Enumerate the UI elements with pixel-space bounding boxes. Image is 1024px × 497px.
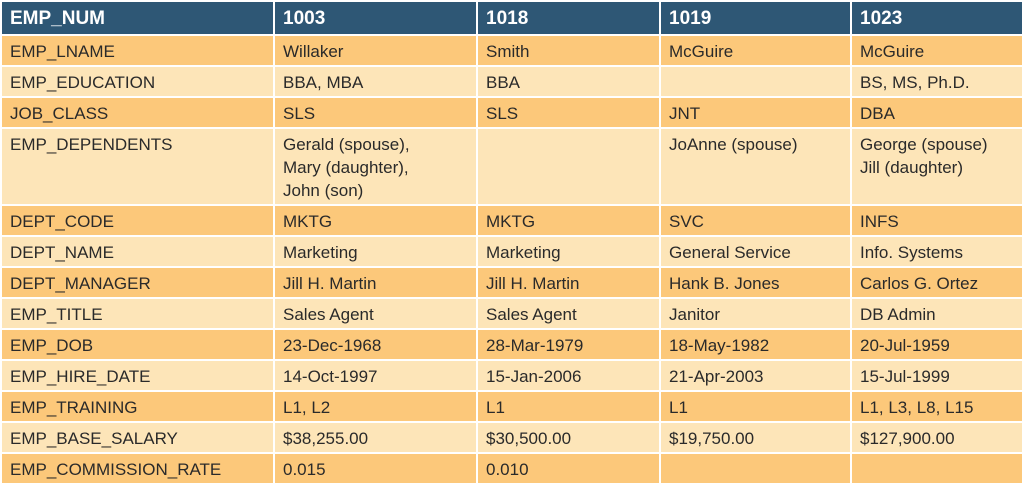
table-row: JOB_CLASS SLS SLS JNT DBA bbox=[0, 96, 1024, 129]
table-cell: 28-Mar-1979 bbox=[476, 328, 661, 361]
row-label: EMP_DEPENDENTS bbox=[0, 127, 275, 206]
row-label: DEPT_NAME bbox=[0, 235, 275, 268]
row-label: DEPT_CODE bbox=[0, 204, 275, 237]
table-cell: JNT bbox=[659, 96, 852, 129]
row-label: DEPT_MANAGER bbox=[0, 266, 275, 299]
table-cell: Janitor bbox=[659, 297, 852, 330]
header-cell-attribute: EMP_NUM bbox=[0, 0, 275, 36]
table-cell: Marketing bbox=[476, 235, 661, 268]
table-cell: Jill H. Martin bbox=[273, 266, 478, 299]
table-cell: Carlos G. Ortez bbox=[850, 266, 1024, 299]
table-row: EMP_DEPENDENTS Gerald (spouse), Mary (da… bbox=[0, 127, 1024, 206]
table-row: EMP_BASE_SALARY $38,255.00 $30,500.00 $1… bbox=[0, 421, 1024, 454]
table-cell bbox=[659, 65, 852, 98]
table-cell: MKTG bbox=[476, 204, 661, 237]
table-cell: Hank B. Jones bbox=[659, 266, 852, 299]
table-cell: 0.015 bbox=[273, 452, 478, 485]
table-cell: BBA bbox=[476, 65, 661, 98]
table-cell: Sales Agent bbox=[476, 297, 661, 330]
table-row: EMP_COMMISSION_RATE 0.015 0.010 bbox=[0, 452, 1024, 485]
table-header-row: EMP_NUM 1003 1018 1019 1023 bbox=[0, 0, 1024, 36]
table-cell: 0.010 bbox=[476, 452, 661, 485]
row-label: EMP_LNAME bbox=[0, 34, 275, 67]
table-cell: 23-Dec-1968 bbox=[273, 328, 478, 361]
table-cell: BS, MS, Ph.D. bbox=[850, 65, 1024, 98]
table-cell: $38,255.00 bbox=[273, 421, 478, 454]
table-cell: 21-Apr-2003 bbox=[659, 359, 852, 392]
table-cell: L1 bbox=[659, 390, 852, 423]
row-label: EMP_HIRE_DATE bbox=[0, 359, 275, 392]
table-cell: INFS bbox=[850, 204, 1024, 237]
table-cell: L1 bbox=[476, 390, 661, 423]
table-row: EMP_DOB 23-Dec-1968 28-Mar-1979 18-May-1… bbox=[0, 328, 1024, 361]
row-label: EMP_DOB bbox=[0, 328, 275, 361]
table-cell: 15-Jan-2006 bbox=[476, 359, 661, 392]
row-label: EMP_BASE_SALARY bbox=[0, 421, 275, 454]
row-label: EMP_EDUCATION bbox=[0, 65, 275, 98]
table-cell: 18-May-1982 bbox=[659, 328, 852, 361]
table-row: DEPT_NAME Marketing Marketing General Se… bbox=[0, 235, 1024, 268]
row-label: EMP_COMMISSION_RATE bbox=[0, 452, 275, 485]
table-cell bbox=[659, 452, 852, 485]
row-label: EMP_TRAINING bbox=[0, 390, 275, 423]
table-cell: Marketing bbox=[273, 235, 478, 268]
table-cell: SLS bbox=[273, 96, 478, 129]
table-cell: George (spouse) Jill (daughter) bbox=[850, 127, 1024, 206]
table-cell: DB Admin bbox=[850, 297, 1024, 330]
table-cell: Jill H. Martin bbox=[476, 266, 661, 299]
table-row: DEPT_CODE MKTG MKTG SVC INFS bbox=[0, 204, 1024, 237]
table-cell: DBA bbox=[850, 96, 1024, 129]
table-cell bbox=[476, 127, 661, 206]
table-cell: Smith bbox=[476, 34, 661, 67]
table-cell: 20-Jul-1959 bbox=[850, 328, 1024, 361]
table-cell: BBA, MBA bbox=[273, 65, 478, 98]
table-cell: MKTG bbox=[273, 204, 478, 237]
table-cell: JoAnne (spouse) bbox=[659, 127, 852, 206]
table-cell: $30,500.00 bbox=[476, 421, 661, 454]
table-cell: SLS bbox=[476, 96, 661, 129]
table-row: EMP_EDUCATION BBA, MBA BBA BS, MS, Ph.D. bbox=[0, 65, 1024, 98]
table-row: DEPT_MANAGER Jill H. Martin Jill H. Mart… bbox=[0, 266, 1024, 299]
table-row: EMP_HIRE_DATE 14-Oct-1997 15-Jan-2006 21… bbox=[0, 359, 1024, 392]
table-cell bbox=[850, 452, 1024, 485]
header-cell-emp-1018: 1018 bbox=[476, 0, 661, 36]
table-cell: Sales Agent bbox=[273, 297, 478, 330]
header-cell-emp-1019: 1019 bbox=[659, 0, 852, 36]
table-cell: Gerald (spouse), Mary (daughter), John (… bbox=[273, 127, 478, 206]
table-cell: L1, L2 bbox=[273, 390, 478, 423]
table-cell: 15-Jul-1999 bbox=[850, 359, 1024, 392]
header-cell-emp-1023: 1023 bbox=[850, 0, 1024, 36]
table-cell: $127,900.00 bbox=[850, 421, 1024, 454]
table-cell: L1, L3, L8, L15 bbox=[850, 390, 1024, 423]
header-cell-emp-1003: 1003 bbox=[273, 0, 478, 36]
table-cell: McGuire bbox=[850, 34, 1024, 67]
table-cell: 14-Oct-1997 bbox=[273, 359, 478, 392]
table-cell: SVC bbox=[659, 204, 852, 237]
table-row: EMP_TRAINING L1, L2 L1 L1 L1, L3, L8, L1… bbox=[0, 390, 1024, 423]
table-cell: Willaker bbox=[273, 34, 478, 67]
row-label: JOB_CLASS bbox=[0, 96, 275, 129]
table-row: EMP_TITLE Sales Agent Sales Agent Janito… bbox=[0, 297, 1024, 330]
table-row: EMP_LNAME Willaker Smith McGuire McGuire bbox=[0, 34, 1024, 67]
table-cell: $19,750.00 bbox=[659, 421, 852, 454]
employee-table: EMP_NUM 1003 1018 1019 1023 EMP_LNAME Wi… bbox=[0, 0, 1024, 485]
table-cell: McGuire bbox=[659, 34, 852, 67]
row-label: EMP_TITLE bbox=[0, 297, 275, 330]
table-body: EMP_LNAME Willaker Smith McGuire McGuire… bbox=[0, 34, 1024, 485]
table-cell: Info. Systems bbox=[850, 235, 1024, 268]
table-cell: General Service bbox=[659, 235, 852, 268]
